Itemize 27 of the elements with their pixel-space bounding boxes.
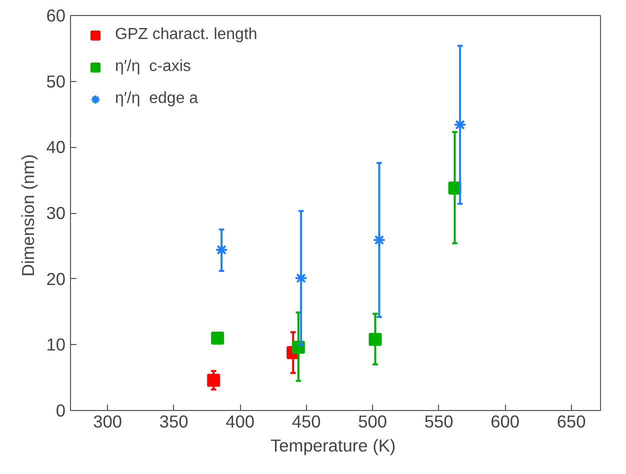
y-axis-title: Dimension (nm) bbox=[18, 154, 38, 277]
point bbox=[294, 272, 308, 285]
y-tick-label: 60 bbox=[46, 6, 66, 26]
x-tick-label: 500 bbox=[358, 412, 388, 432]
legend-label: GPZ charact. length bbox=[115, 26, 258, 44]
y-tick-label: 40 bbox=[46, 137, 66, 158]
x-axis-title: Temperature (K) bbox=[270, 436, 396, 456]
y-tick-label: 10 bbox=[46, 334, 66, 355]
point bbox=[372, 233, 386, 246]
x-tick-label: 400 bbox=[226, 412, 255, 432]
y-tick-label: 0 bbox=[56, 400, 66, 420]
y-tick-label: 30 bbox=[46, 203, 66, 223]
x-tick-label: 650 bbox=[556, 412, 586, 432]
x-tick-label: 350 bbox=[159, 412, 188, 432]
x-tick-label: 450 bbox=[292, 412, 321, 432]
legend-label: η′/η c-axis bbox=[115, 58, 191, 76]
x-tick-label: 300 bbox=[93, 412, 122, 432]
point bbox=[215, 243, 228, 256]
x-tick-label: 550 bbox=[424, 412, 454, 432]
x-tick-label: 600 bbox=[490, 412, 520, 432]
point bbox=[368, 332, 382, 346]
y-tick-label: 50 bbox=[46, 71, 66, 92]
legend-label: η′/η edge a bbox=[115, 90, 198, 108]
y-tick-label: 20 bbox=[46, 268, 66, 289]
point bbox=[454, 118, 467, 132]
point bbox=[211, 332, 224, 345]
point bbox=[207, 374, 220, 387]
